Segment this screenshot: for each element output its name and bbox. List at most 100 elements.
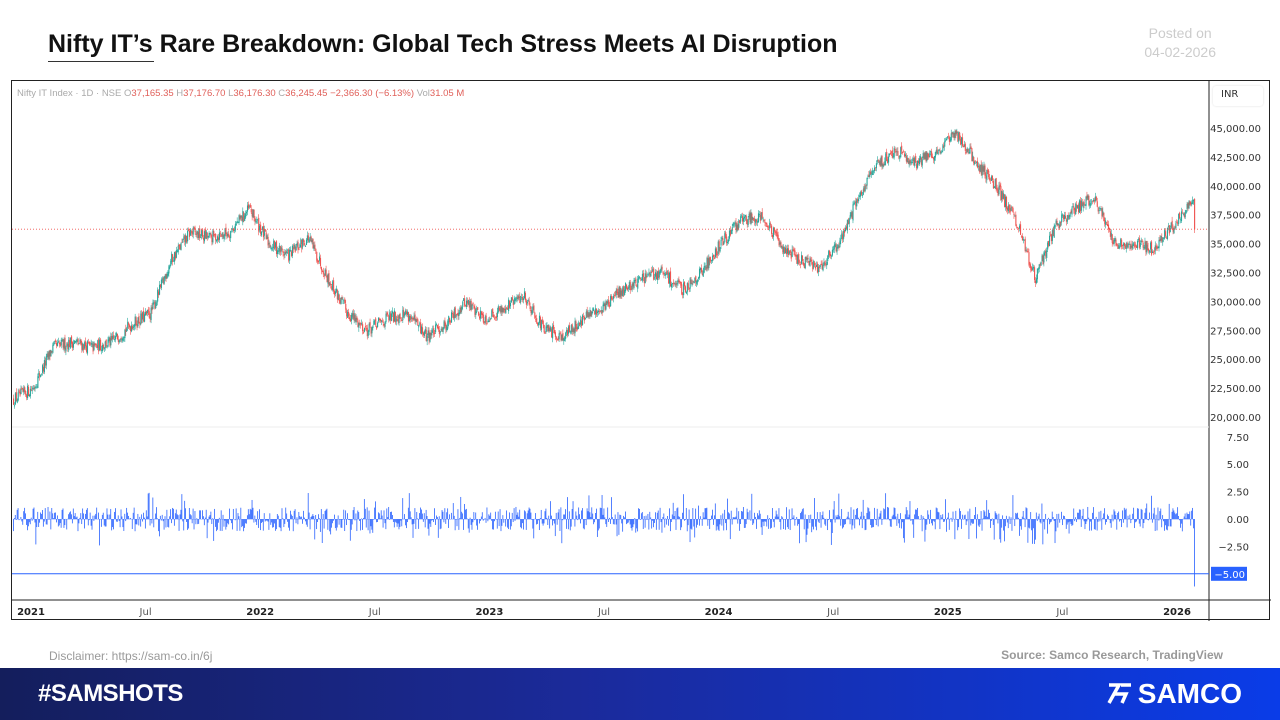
candle xyxy=(1194,198,1196,230)
change-bar xyxy=(609,517,610,520)
change-bar xyxy=(961,519,962,529)
candle xyxy=(764,221,766,223)
change-bar xyxy=(448,519,449,528)
candle xyxy=(444,320,446,326)
candle xyxy=(1005,196,1007,208)
candle xyxy=(159,284,162,288)
candle xyxy=(735,221,737,230)
change-bar xyxy=(736,507,738,520)
change-bar xyxy=(157,518,158,520)
change-bar xyxy=(861,519,863,529)
candle xyxy=(115,333,118,337)
candle xyxy=(992,180,994,189)
candle xyxy=(782,246,784,253)
change-bar xyxy=(487,519,489,522)
candle xyxy=(527,299,529,301)
candle xyxy=(924,152,926,160)
candle xyxy=(494,316,497,318)
change-bar xyxy=(125,519,127,522)
candle xyxy=(127,321,129,329)
candle xyxy=(853,203,855,205)
change-bar xyxy=(1047,519,1048,534)
candle xyxy=(796,255,798,264)
candle xyxy=(23,387,25,393)
candle xyxy=(1121,239,1123,247)
candle xyxy=(1001,191,1003,199)
change-bar xyxy=(964,514,966,520)
change-bar xyxy=(212,518,214,520)
candle xyxy=(813,261,815,268)
candle xyxy=(356,317,358,320)
brand-logo: SAMCO xyxy=(1106,678,1242,710)
change-bar xyxy=(477,519,478,530)
change-bar xyxy=(956,519,958,520)
candle xyxy=(100,339,102,351)
change-bar xyxy=(283,519,285,528)
change-bar xyxy=(261,519,263,522)
disclaimer-link[interactable]: https://sam-co.in/6j xyxy=(111,649,213,663)
candle xyxy=(954,131,956,138)
change-bar xyxy=(1083,519,1085,522)
change-bar xyxy=(186,519,187,522)
change-bar xyxy=(655,519,657,530)
candle xyxy=(765,222,767,224)
candle xyxy=(836,247,838,252)
candle xyxy=(443,321,445,329)
candle xyxy=(898,156,900,158)
candle xyxy=(634,279,636,281)
candle xyxy=(1044,251,1046,254)
candle xyxy=(304,245,307,247)
chart-frame[interactable]: 45,000.00 42,500.00 40,000.00 37,500.00 35,0… xyxy=(11,80,1271,621)
change-bar xyxy=(471,519,473,530)
change-bar xyxy=(189,514,191,520)
candle xyxy=(47,353,49,358)
change-bar xyxy=(61,509,63,520)
candle xyxy=(720,240,722,246)
candle xyxy=(474,307,476,315)
change-bar xyxy=(791,508,793,520)
change-bar xyxy=(321,519,323,544)
candle xyxy=(686,283,688,292)
change-bar xyxy=(450,512,452,520)
currency-label[interactable]: INR xyxy=(1213,86,1263,106)
candle xyxy=(654,277,656,279)
candle xyxy=(195,233,197,235)
change-bar xyxy=(821,515,823,520)
candle xyxy=(197,232,199,239)
change-bar xyxy=(429,519,431,524)
candle xyxy=(467,299,469,305)
change-bar xyxy=(856,508,858,520)
change-bar xyxy=(625,511,626,520)
change-bar xyxy=(764,519,766,522)
chart-canvas[interactable]: 45,000.0042,500.0040,000.0037,500.0035,0… xyxy=(12,81,1271,621)
candle xyxy=(631,284,633,290)
candle xyxy=(140,313,142,325)
change-bar xyxy=(641,512,643,520)
change-bar xyxy=(494,519,495,522)
candle xyxy=(345,303,347,310)
candle xyxy=(101,344,104,351)
candle xyxy=(1105,220,1107,226)
candle xyxy=(653,268,655,280)
candle xyxy=(850,212,852,217)
candle xyxy=(725,232,727,238)
change-bar xyxy=(360,519,362,531)
change-bar xyxy=(145,510,147,520)
candle xyxy=(293,244,295,249)
candle xyxy=(844,230,846,233)
change-bar xyxy=(726,519,727,531)
change-bar xyxy=(813,519,814,530)
candle xyxy=(582,315,584,325)
change-bar xyxy=(672,502,674,520)
change-bar xyxy=(444,508,446,520)
change-bar xyxy=(430,519,432,527)
candle xyxy=(22,389,24,392)
candle xyxy=(521,297,523,299)
candle xyxy=(894,149,896,151)
candle xyxy=(1120,239,1122,246)
candle xyxy=(910,161,912,163)
candle xyxy=(1149,250,1151,253)
candle xyxy=(783,246,785,254)
change-bar xyxy=(108,518,110,520)
candle xyxy=(335,288,337,292)
